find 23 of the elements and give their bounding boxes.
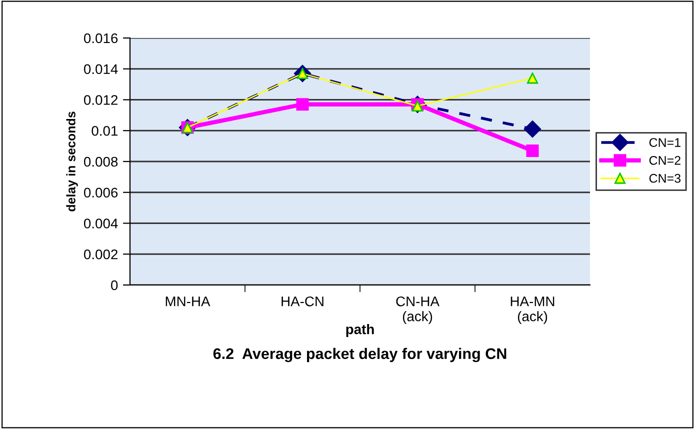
point — [526, 72, 538, 84]
x-tick-label: HA-CN — [282, 296, 324, 306]
y-tick-label: 0.004 — [84, 218, 118, 228]
legend-label: CN=1 — [649, 138, 680, 147]
y-tick-label: 0.002 — [84, 249, 118, 260]
y-tick-label: 0.006 — [84, 188, 118, 198]
y-axis-title: delay in seconds — [66, 112, 78, 212]
x-tick-label: CN-HA (ack) — [396, 296, 440, 324]
y-tick-label: 0.016 — [84, 33, 118, 44]
x-axis-title: path — [346, 324, 374, 337]
x-tick-label: HA-MN (ack) — [510, 296, 554, 324]
point — [524, 120, 542, 138]
legend-label: CN=3 — [649, 174, 681, 183]
y-tick-label: 0.014 — [84, 64, 118, 74]
y-tick-label: 0 — [111, 280, 118, 290]
y-tick-label: 0.012 — [84, 95, 118, 105]
legend-label: CN=2 — [649, 156, 680, 165]
x-tick-label: MN-HA — [166, 296, 210, 306]
point — [526, 144, 539, 157]
y-tick-label: 0.01 — [92, 126, 118, 136]
text: 6.2 Average packet delay for varying CN — [213, 348, 506, 362]
point — [296, 98, 309, 111]
y-tick-label: 0.008 — [84, 156, 118, 167]
